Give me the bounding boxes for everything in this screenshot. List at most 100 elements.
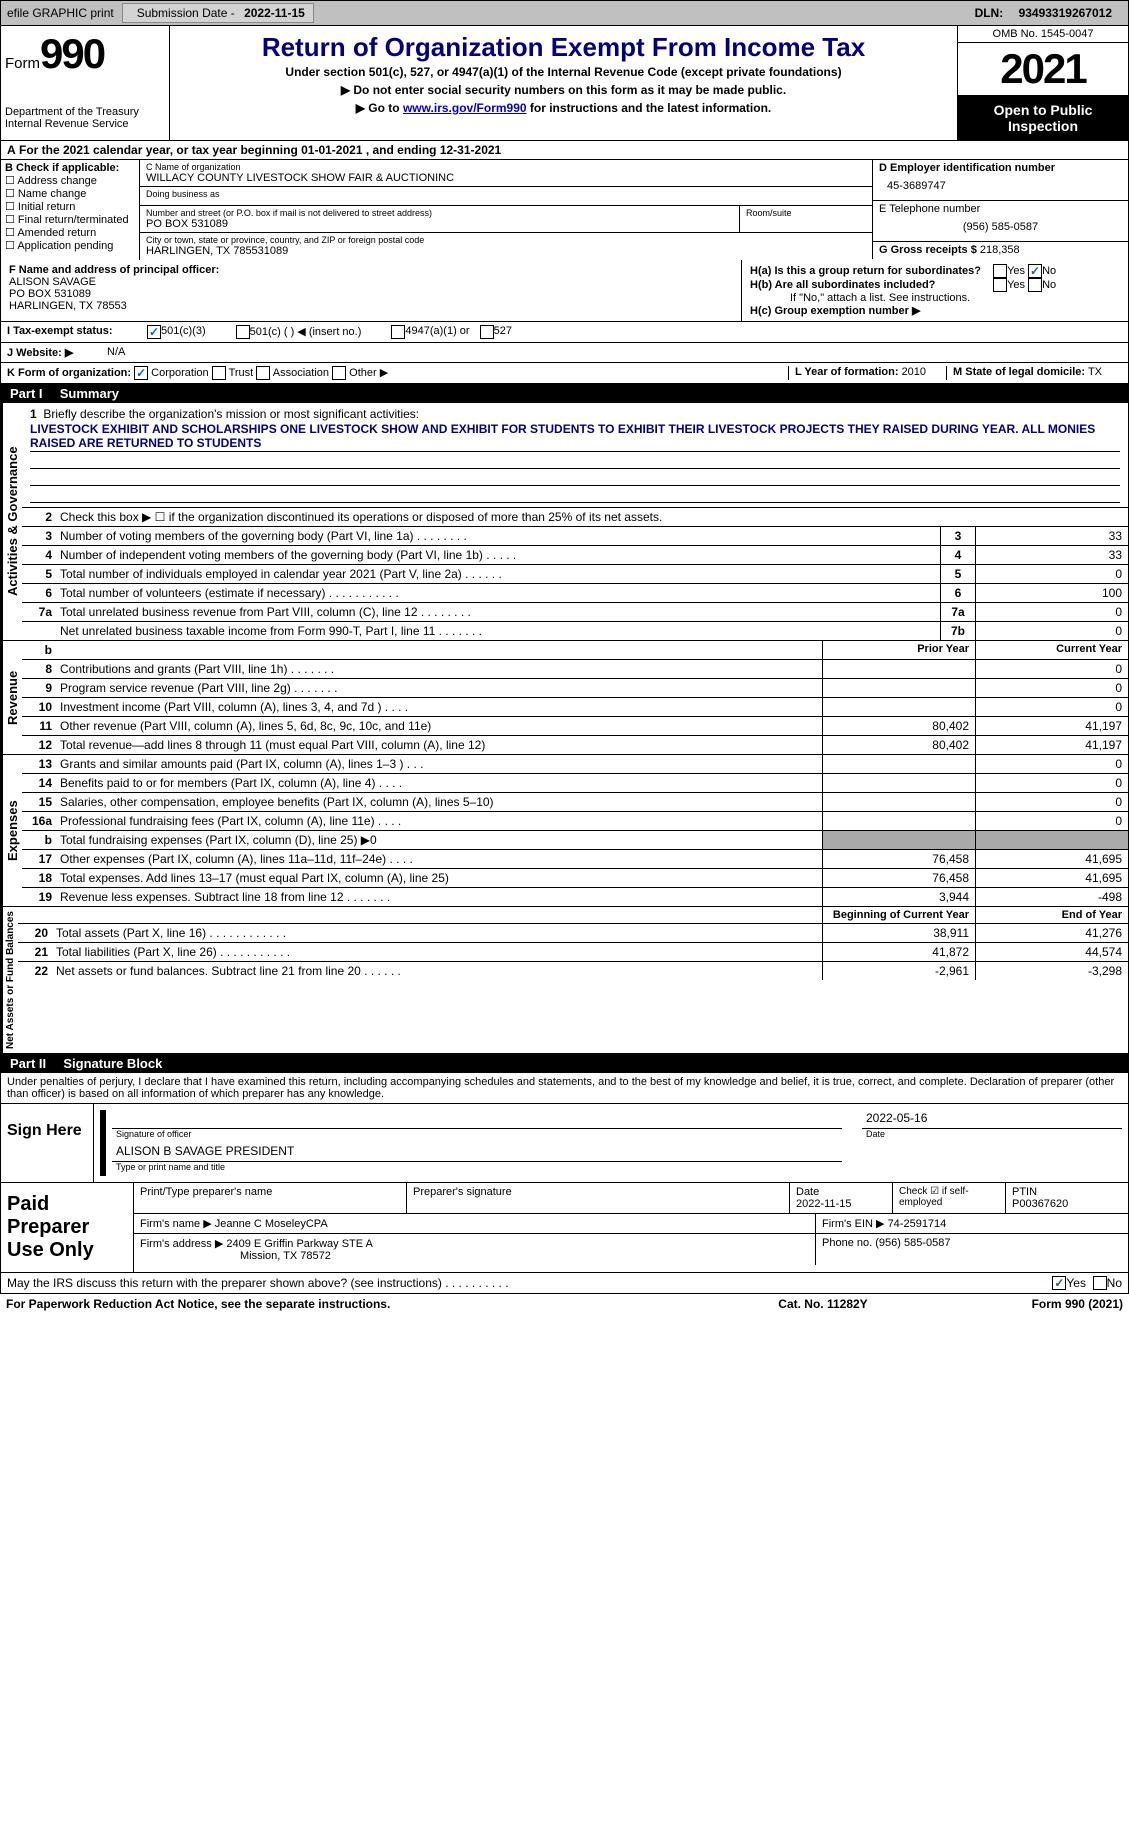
org-name: WILLACY COUNTY LIVESTOCK SHOW FAIR & AUC… <box>146 172 454 184</box>
officer-signature-line[interactable] <box>112 1110 842 1129</box>
ein-value: 45-3689747 <box>879 174 1122 198</box>
line-2-text: Check this box ▶ ☐ if the organization d… <box>56 508 1128 526</box>
form-word: Form <box>5 55 40 72</box>
omb-number: OMB No. 1545-0047 <box>958 26 1128 43</box>
ha-label: H(a) Is this a group return for subordin… <box>750 265 990 277</box>
paid-preparer-label: Paid Preparer Use Only <box>1 1183 134 1272</box>
check-amended[interactable]: Amended return <box>5 226 135 239</box>
net-line-21: 21Total liabilities (Part X, line 26) . … <box>18 943 1128 962</box>
check-final-return[interactable]: Final return/terminated <box>5 213 135 226</box>
submission-date-button[interactable]: Submission Date - 2022-11-15 <box>122 3 314 23</box>
col-h-group: H(a) Is this a group return for subordin… <box>742 260 1128 321</box>
form-number: 990 <box>40 30 104 77</box>
hb-no-box[interactable] <box>1028 278 1042 292</box>
officer-addr2: HARLINGEN, TX 78553 <box>9 300 127 312</box>
org-trust-box[interactable] <box>212 366 226 380</box>
firm-phone: (956) 585-0587 <box>875 1237 950 1249</box>
hb-yes-box[interactable] <box>993 278 1007 292</box>
expense-line-b: bTotal fundraising expenses (Part IX, co… <box>22 831 1128 850</box>
header-right: OMB No. 1545-0047 2021 Open to Public In… <box>957 26 1128 140</box>
subtitle-3: ▶ Go to www.irs.gov/Form990 for instruct… <box>174 101 953 115</box>
discuss-row: May the IRS discuss this return with the… <box>0 1273 1129 1294</box>
status-4947-box[interactable] <box>391 325 405 339</box>
preparer-date: 2022-11-15 <box>796 1198 851 1210</box>
end-year-header: End of Year <box>975 907 1128 923</box>
prior-year-header: Prior Year <box>822 641 975 659</box>
org-other-box[interactable] <box>332 366 346 380</box>
header-mid: Return of Organization Exempt From Incom… <box>170 26 957 140</box>
subtitle-2: ▶ Do not enter social security numbers o… <box>174 83 953 97</box>
firm-ein: 74-2591714 <box>888 1218 947 1230</box>
side-expenses: Expenses <box>1 755 22 906</box>
expenses-block: Expenses 13Grants and similar amounts pa… <box>0 755 1129 907</box>
check-address-change[interactable]: Address change <box>5 174 135 187</box>
gross-label: G Gross receipts $ <box>879 244 977 256</box>
officer-name: ALISON SAVAGE <box>9 276 96 288</box>
check-name-change[interactable]: Name change <box>5 187 135 200</box>
check-initial-return[interactable]: Initial return <box>5 200 135 213</box>
net-assets-block: Net Assets or Fund Balances Beginning of… <box>0 907 1129 1054</box>
dept-label: Department of the Treasury <box>5 106 165 118</box>
col-d-ein: D Employer identification number 45-3689… <box>873 160 1128 260</box>
discuss-no-box[interactable] <box>1093 1276 1107 1290</box>
header-left: Form990 Department of the Treasury Inter… <box>1 26 170 140</box>
ha-no-box[interactable]: ✓ <box>1028 264 1042 278</box>
dln-label: DLN: 93493319267012 <box>963 4 1128 22</box>
form-header: Form990 Department of the Treasury Inter… <box>0 26 1129 141</box>
status-501c3-box[interactable]: ✓ <box>147 325 161 339</box>
gov-line-3: 3Number of voting members of the governi… <box>22 527 1128 546</box>
expense-line-13: 13Grants and similar amounts paid (Part … <box>22 755 1128 774</box>
beginning-year-header: Beginning of Current Year <box>822 907 975 923</box>
irs-link[interactable]: www.irs.gov/Form990 <box>403 101 527 115</box>
status-527-box[interactable] <box>480 325 494 339</box>
ha-yes-box[interactable] <box>993 264 1007 278</box>
website-value: N/A <box>107 346 125 359</box>
row-j-website: J Website: ▶ N/A <box>0 343 1129 363</box>
firm-addr1: 2409 E Griffin Parkway STE A <box>226 1238 373 1250</box>
state-domicile: TX <box>1088 366 1102 378</box>
org-corp-box[interactable]: ✓ <box>134 366 148 380</box>
revenue-line-12: 12Total revenue—add lines 8 through 11 (… <box>22 736 1128 754</box>
side-governance: Activities & Governance <box>1 403 22 640</box>
name-label: C Name of organization <box>146 162 866 172</box>
subtitle-1: Under section 501(c), 527, or 4947(a)(1)… <box>174 65 953 79</box>
side-net: Net Assets or Fund Balances <box>1 907 18 1053</box>
form-title: Return of Organization Exempt From Incom… <box>174 32 953 63</box>
status-501c-box[interactable] <box>236 325 250 339</box>
net-line-20: 20Total assets (Part X, line 16) . . . .… <box>18 924 1128 943</box>
check-application-pending[interactable]: Application pending <box>5 239 135 252</box>
discuss-yes-box[interactable]: ✓ <box>1052 1276 1066 1290</box>
firm-name: Jeanne C MoseleyCPA <box>215 1218 328 1230</box>
net-line-22: 22Net assets or fund balances. Subtract … <box>18 962 1128 980</box>
row-k-form-org: K Form of organization: ✓ Corporation Tr… <box>0 363 1129 384</box>
penalties-text: Under penalties of perjury, I declare th… <box>0 1073 1129 1104</box>
irs-label: Internal Revenue Service <box>5 118 165 129</box>
dba-label: Doing business as <box>146 189 866 199</box>
officer-name-line: ALISON B SAVAGE PRESIDENT <box>112 1143 842 1162</box>
row-a-period: A For the 2021 calendar year, or tax yea… <box>0 141 1129 160</box>
phone-label: E Telephone number <box>879 203 980 215</box>
expense-line-14: 14Benefits paid to or for members (Part … <box>22 774 1128 793</box>
gross-value: 218,358 <box>980 244 1020 256</box>
form-990-page: efile GRAPHIC print Submission Date - 20… <box>0 0 1129 1314</box>
expense-line-16a: 16aProfessional fundraising fees (Part I… <box>22 812 1128 831</box>
current-year-header: Current Year <box>975 641 1128 659</box>
gov-line-6: 6Total number of volunteers (estimate if… <box>22 584 1128 603</box>
activities-governance-block: Activities & Governance 1 Briefly descri… <box>0 403 1129 641</box>
expense-line-18: 18Total expenses. Add lines 13–17 (must … <box>22 869 1128 888</box>
city-value: HARLINGEN, TX 785531089 <box>146 245 288 257</box>
gov-line-7b: Net unrelated business taxable income fr… <box>22 622 1128 640</box>
revenue-line-9: 9Program service revenue (Part VIII, lin… <box>22 679 1128 698</box>
ein-label: D Employer identification number <box>879 162 1055 174</box>
officer-addr1: PO BOX 531089 <box>9 288 91 300</box>
gov-line-5: 5Total number of individuals employed in… <box>22 565 1128 584</box>
hb-label: H(b) Are all subordinates included? <box>750 279 990 291</box>
org-assoc-box[interactable] <box>256 366 270 380</box>
self-employed-check[interactable]: Check ☑ if self-employed <box>893 1183 1006 1213</box>
hb-note: If "No," attach a list. See instructions… <box>750 292 1120 304</box>
officer-group-block: F Name and address of principal officer:… <box>0 260 1129 322</box>
paid-preparer-block: Paid Preparer Use Only Print/Type prepar… <box>0 1183 1129 1273</box>
row-i-tax-status: I Tax-exempt status: ✓ 501(c)(3) 501(c) … <box>0 322 1129 343</box>
col-c-org: C Name of organization WILLACY COUNTY LI… <box>140 160 873 260</box>
part-ii-header: Part II Signature Block <box>0 1054 1129 1073</box>
